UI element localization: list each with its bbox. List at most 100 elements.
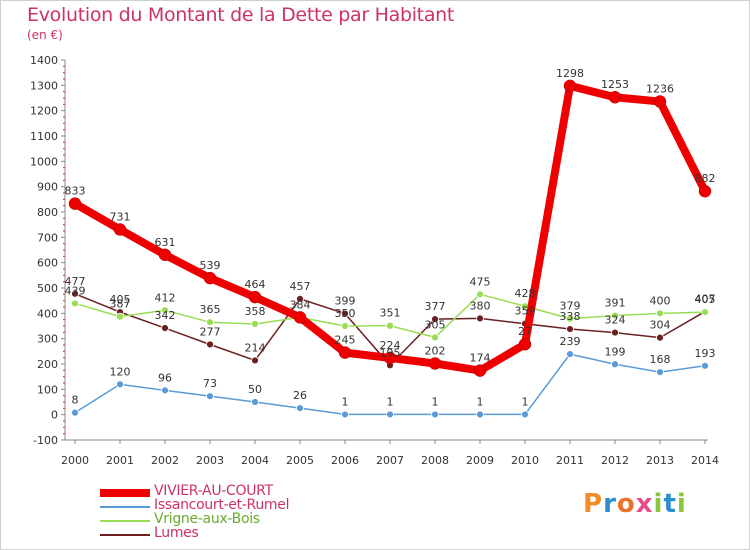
- data-point: [386, 410, 394, 419]
- data-label: 358: [245, 305, 266, 318]
- data-label: 428: [515, 287, 536, 300]
- x-tick-label: 2001: [106, 454, 134, 467]
- logo-letter: i: [676, 489, 687, 519]
- legend-swatch: [100, 534, 150, 536]
- data-point: [431, 315, 439, 324]
- data-point: [656, 368, 664, 377]
- data-point: [476, 314, 484, 323]
- data-point: [698, 184, 712, 198]
- logo-letter: x: [635, 489, 654, 519]
- data-point: [161, 324, 169, 332]
- y-tick-label: 1200: [30, 105, 58, 118]
- data-point: [341, 322, 349, 330]
- x-tick-label: 2000: [61, 454, 89, 467]
- data-label: 1236: [646, 83, 674, 96]
- data-label: 731: [110, 210, 131, 223]
- data-label: 27: [518, 325, 532, 338]
- data-point: [341, 309, 349, 318]
- data-label: 400: [650, 294, 671, 307]
- x-tick-label: 2002: [151, 454, 179, 467]
- data-point: [521, 410, 529, 419]
- data-point: [116, 380, 124, 389]
- x-tick-label: 2009: [466, 454, 494, 467]
- data-label: 168: [650, 353, 671, 366]
- data-label: 193: [695, 347, 716, 360]
- x-tick-label: 2010: [511, 454, 539, 467]
- legend-label: VIVIER-AU-COURT: [154, 483, 273, 499]
- y-tick-label: 1100: [30, 130, 58, 143]
- data-point: [431, 410, 439, 419]
- data-point: [656, 309, 664, 318]
- y-tick-label: 1400: [30, 54, 58, 67]
- data-point: [608, 90, 622, 104]
- data-point: [566, 350, 574, 359]
- data-point: [428, 357, 442, 370]
- data-label: 245: [335, 334, 356, 347]
- data-label: 407: [695, 293, 716, 306]
- data-label: 26: [293, 389, 307, 402]
- y-tick-label: 200: [37, 358, 58, 371]
- axes: -100 0 100 200 300 400 500 600 700 800 900 1000 1100…: [30, 54, 719, 467]
- data-point: [611, 311, 619, 320]
- data-label: 120: [110, 365, 131, 378]
- x-tick-label: 2014: [691, 454, 719, 467]
- y-tick-label: 800: [37, 206, 58, 219]
- legend-swatch: [100, 489, 150, 497]
- data-label: 342: [155, 309, 176, 322]
- data-label: 8: [72, 394, 79, 407]
- data-label: 539: [200, 259, 221, 272]
- y-tick-label: -100: [33, 434, 58, 447]
- data-point: [203, 271, 217, 285]
- data-point: [206, 392, 214, 401]
- data-label: 833: [65, 185, 86, 198]
- data-point: [251, 356, 259, 365]
- data-label: 214: [245, 341, 266, 354]
- data-label: 351: [380, 307, 401, 320]
- data-label: 1: [432, 395, 439, 408]
- series-vivier-au-court: [68, 79, 712, 377]
- data-label: 239: [560, 335, 581, 348]
- y-tick-label: 300: [37, 333, 58, 346]
- y-tick-label: 600: [37, 257, 58, 270]
- legend-label: Lumes: [154, 525, 199, 541]
- data-point: [161, 306, 169, 315]
- data-label: 475: [470, 275, 491, 288]
- y-tick-label: 500: [37, 282, 58, 295]
- data-label: 96: [158, 371, 172, 384]
- data-label: 73: [203, 377, 217, 390]
- data-point: [116, 312, 124, 321]
- data-point: [518, 337, 532, 351]
- data-label: 380: [470, 299, 491, 312]
- data-point: [611, 328, 619, 337]
- data-point: [566, 325, 574, 333]
- data-point: [248, 290, 262, 304]
- data-label: 305: [425, 318, 446, 331]
- data-label: 379: [560, 300, 581, 313]
- x-tick-label: 2011: [556, 454, 584, 467]
- data-label: 384: [290, 298, 311, 311]
- data-point: [476, 410, 484, 419]
- data-point: [611, 360, 619, 369]
- legend-label: Issancourt-et-Rumel: [154, 497, 290, 513]
- data-point: [338, 346, 352, 359]
- data-label: 195: [380, 346, 401, 359]
- chart-title: Evolution du Montant de la Dette par Hab…: [27, 4, 455, 26]
- data-point: [653, 95, 667, 108]
- data-point: [656, 333, 664, 342]
- y-tick-label: 900: [37, 181, 58, 194]
- data-label: 304: [650, 319, 671, 332]
- y-tick-label: 1300: [30, 79, 58, 92]
- series-layer: [68, 79, 712, 419]
- logo-letter: i: [653, 489, 664, 519]
- data-label: 350: [335, 307, 356, 320]
- data-point: [431, 333, 439, 342]
- data-label: 365: [200, 303, 221, 316]
- data-label: 391: [605, 297, 626, 310]
- data-label: 1: [477, 395, 484, 408]
- x-tick-label: 2007: [376, 454, 404, 467]
- data-label: 399: [335, 295, 356, 308]
- data-point: [296, 404, 304, 412]
- logo-letter: r: [603, 489, 617, 519]
